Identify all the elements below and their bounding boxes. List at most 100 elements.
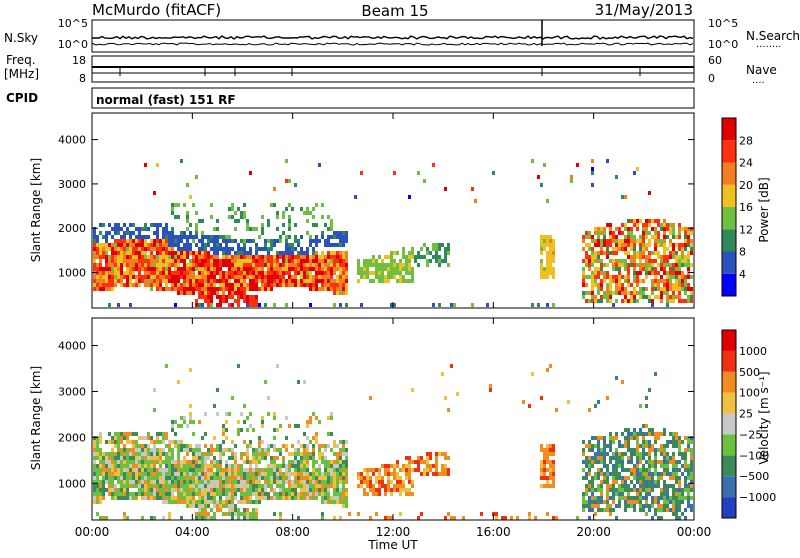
heat-cell: [303, 496, 306, 500]
heat-cell: [402, 279, 405, 283]
heat-cell: [237, 259, 240, 263]
heat-cell: [291, 484, 294, 488]
heat-cell: [210, 203, 213, 207]
heat-cell: [309, 440, 312, 444]
heat-cell: [582, 275, 585, 279]
heat-cell: [189, 444, 192, 448]
heat-cell: [234, 464, 237, 468]
heat-cell: [648, 251, 651, 255]
heat-cell: [324, 263, 327, 267]
heat-cell: [162, 468, 165, 472]
heat-cell: [405, 468, 408, 472]
heat-cell: [207, 271, 210, 275]
heat-cell: [585, 263, 588, 267]
heat-cell: [663, 456, 666, 460]
heat-cell: [156, 223, 159, 227]
heat-cell: [591, 279, 594, 283]
heat-cell: [288, 243, 291, 247]
heat-cell: [399, 259, 402, 263]
heat-cell: [261, 247, 264, 251]
heat-cell: [225, 259, 228, 263]
heat-cell: [198, 275, 201, 279]
heat-cell: [117, 452, 120, 456]
heat-cell: [177, 480, 180, 484]
heat-cell: [93, 227, 96, 231]
heat-cell: [687, 504, 690, 508]
heat-cell: [645, 476, 648, 480]
heat-cell: [360, 476, 363, 480]
heat-cell: [276, 448, 279, 452]
heat-cell: [285, 271, 288, 275]
heat-cell: [135, 283, 138, 287]
heat-cell: [624, 299, 627, 303]
heat-cell: [147, 444, 150, 448]
heat-cell: [195, 259, 198, 263]
heat-cell: [222, 287, 225, 291]
heat-cell: [387, 267, 390, 271]
colorbar-tick-label: 1000: [739, 345, 767, 358]
heat-cell: [657, 235, 660, 239]
heat-cell: [435, 243, 438, 247]
heat-cell: [294, 488, 297, 492]
heat-cell: [384, 516, 387, 520]
heat-cell: [246, 295, 249, 299]
heat-cell: [210, 299, 213, 303]
heat-cell: [291, 283, 294, 287]
heat-cell: [597, 243, 600, 247]
heat-cell: [222, 440, 225, 444]
heat-cell: [201, 291, 204, 295]
colorbar-tick-label: −100: [739, 449, 769, 462]
heat-cell: [210, 235, 213, 239]
heat-cell: [546, 468, 549, 472]
heat-cell: [624, 235, 627, 239]
heat-cell: [231, 448, 234, 452]
heat-cell: [666, 263, 669, 267]
heat-cell: [174, 275, 177, 279]
heat-cell: [552, 247, 555, 251]
heat-cell: [648, 219, 651, 223]
heat-cell: [252, 512, 255, 516]
heat-cell: [312, 259, 315, 263]
heat-cell: [345, 263, 348, 267]
heat-cell: [612, 500, 615, 504]
heat-cell: [102, 496, 105, 500]
heat-cell: [582, 279, 585, 283]
heat-cell: [153, 408, 156, 412]
heat-cell: [108, 472, 111, 476]
heat-cell: [690, 247, 693, 251]
heat-cell: [297, 259, 300, 263]
heat-cell: [336, 456, 339, 460]
heat-cell: [261, 215, 264, 219]
heat-cell: [303, 432, 306, 436]
heat-cell: [327, 239, 330, 243]
heat-cell: [174, 480, 177, 484]
heat-cell: [147, 492, 150, 496]
heat-cell: [135, 440, 138, 444]
heat-cell: [552, 444, 555, 448]
heat-cell: [333, 472, 336, 476]
heat-cell: [228, 476, 231, 480]
heat-cell: [159, 432, 162, 436]
heat-cell: [327, 263, 330, 267]
heat-cell: [432, 464, 435, 468]
heat-cell: [594, 500, 597, 504]
heat-cell: [681, 440, 684, 444]
heat-cell: [615, 259, 618, 263]
heat-cell: [438, 247, 441, 251]
heat-cell: [363, 267, 366, 271]
heat-cell: [669, 440, 672, 444]
heat-cell: [162, 243, 165, 247]
heat-cell: [231, 480, 234, 484]
heat-cell: [441, 243, 444, 247]
heat-cell: [120, 460, 123, 464]
heat-cell: [135, 480, 138, 484]
heat-cell: [333, 444, 336, 448]
heat-cell: [108, 263, 111, 267]
heat-cell: [669, 279, 672, 283]
heat-cell: [249, 480, 252, 484]
heat-cell: [324, 496, 327, 500]
heat-cell: [540, 251, 543, 255]
heat-cell: [624, 452, 627, 456]
heat-cell: [657, 472, 660, 476]
heat-cell: [219, 263, 222, 267]
